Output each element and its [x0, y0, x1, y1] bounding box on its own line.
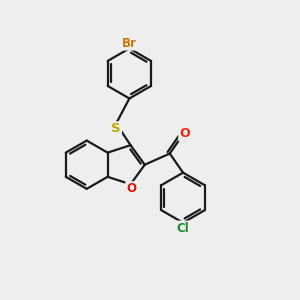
Text: O: O: [179, 127, 190, 140]
Text: S: S: [111, 122, 121, 135]
Text: Br: Br: [122, 37, 137, 50]
Text: O: O: [126, 182, 136, 195]
Text: Cl: Cl: [177, 221, 189, 235]
